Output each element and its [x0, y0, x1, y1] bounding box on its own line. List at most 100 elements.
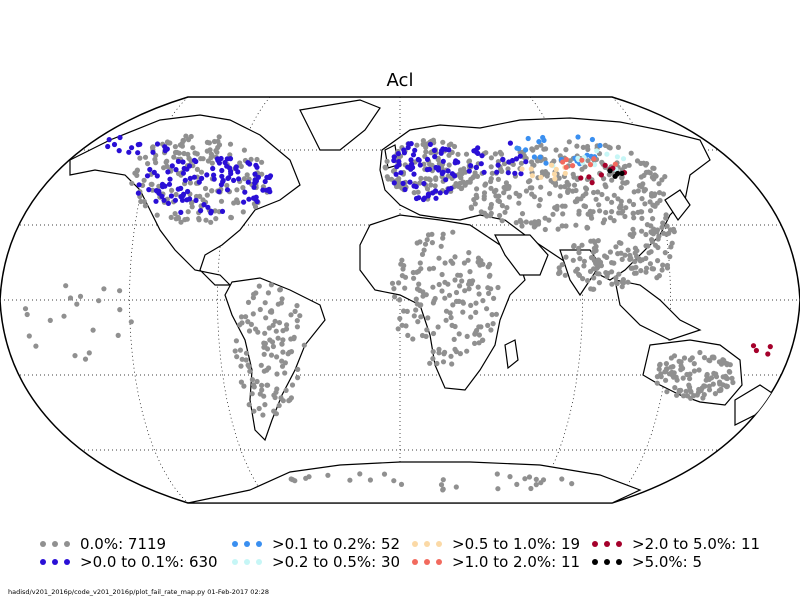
- station-marker: [262, 402, 268, 408]
- station-marker: [250, 311, 256, 317]
- station-marker: [201, 202, 207, 208]
- station-marker: [724, 383, 731, 389]
- station-marker: [650, 231, 657, 237]
- station-marker: [678, 359, 684, 365]
- station-marker: [555, 226, 561, 232]
- station-marker: [456, 183, 462, 189]
- station-marker: [233, 164, 239, 170]
- station-marker: [259, 382, 265, 388]
- station-marker: [660, 191, 667, 197]
- station-marker: [612, 173, 618, 179]
- station-marker: [422, 241, 429, 247]
- station-marker: [294, 318, 300, 324]
- station-marker: [587, 162, 594, 168]
- station-marker: [439, 170, 445, 177]
- station-marker: [712, 391, 719, 397]
- station-marker: [505, 170, 511, 176]
- station-marker: [609, 177, 615, 183]
- station-marker: [262, 330, 268, 336]
- station-marker: [570, 188, 576, 194]
- station-marker: [161, 197, 167, 203]
- station-marker: [426, 266, 433, 272]
- station-marker: [142, 154, 149, 160]
- station-marker: [618, 240, 624, 246]
- station-marker: [609, 281, 615, 287]
- station-marker: [656, 190, 663, 196]
- station-marker: [468, 314, 474, 320]
- station-marker: [466, 159, 472, 165]
- station-marker: [430, 300, 436, 306]
- station-marker: [499, 218, 505, 224]
- station-marker: [430, 265, 437, 271]
- station-marker: [253, 290, 259, 296]
- station-marker: [611, 260, 617, 266]
- station-marker: [291, 334, 297, 340]
- station-marker: [153, 198, 159, 204]
- station-marker: [241, 176, 247, 182]
- station-marker: [266, 174, 272, 180]
- station-marker: [254, 156, 260, 163]
- station-marker: [619, 170, 625, 176]
- station-marker: [440, 235, 446, 241]
- station-marker: [528, 220, 534, 226]
- station-marker: [585, 158, 591, 164]
- station-marker: [497, 212, 503, 219]
- station-marker: [571, 182, 578, 188]
- station-marker: [245, 160, 251, 166]
- station-marker: [145, 161, 151, 167]
- station-marker: [172, 149, 179, 156]
- station-marker: [268, 282, 274, 288]
- station-marker: [430, 349, 436, 355]
- station-marker: [428, 182, 434, 188]
- station-marker: [643, 231, 649, 238]
- station-marker: [149, 144, 156, 151]
- station-marker: [488, 155, 494, 161]
- station-marker: [282, 370, 288, 376]
- station-marker: [462, 288, 468, 294]
- station-marker: [211, 176, 217, 182]
- station-marker: [526, 474, 533, 480]
- station-marker: [645, 169, 652, 175]
- station-marker: [191, 174, 197, 180]
- station-marker: [460, 309, 466, 315]
- station-marker: [117, 307, 123, 313]
- station-marker: [602, 162, 608, 168]
- station-marker: [730, 379, 736, 386]
- station-marker: [512, 170, 518, 176]
- station-marker: [618, 202, 624, 208]
- station-marker: [467, 179, 473, 185]
- station-marker: [659, 177, 665, 183]
- station-marker: [415, 319, 421, 325]
- station-marker: [275, 335, 281, 341]
- station-marker: [575, 134, 581, 140]
- station-marker: [175, 214, 181, 220]
- station-marker: [659, 224, 665, 230]
- station-marker: [642, 187, 649, 193]
- station-markers: [22, 133, 773, 493]
- station-marker: [473, 164, 479, 171]
- station-marker: [436, 161, 442, 167]
- station-marker: [135, 190, 141, 196]
- station-marker: [570, 257, 576, 263]
- station-marker: [487, 205, 493, 211]
- station-marker: [606, 144, 612, 150]
- station-marker: [245, 299, 252, 305]
- station-marker: [440, 477, 446, 483]
- station-marker: [553, 182, 559, 188]
- station-marker: [517, 153, 523, 159]
- station-marker: [472, 170, 478, 176]
- station-marker: [426, 166, 433, 172]
- station-marker: [553, 166, 559, 172]
- station-marker: [456, 331, 462, 337]
- station-marker: [593, 243, 599, 250]
- station-marker: [489, 312, 495, 318]
- station-marker: [466, 250, 472, 256]
- station-marker: [63, 283, 69, 289]
- station-marker: [558, 184, 564, 190]
- station-marker: [22, 306, 29, 312]
- station-marker: [243, 350, 250, 356]
- station-marker: [117, 134, 123, 141]
- station-marker: [523, 188, 530, 194]
- station-marker: [584, 224, 590, 230]
- station-marker: [560, 211, 566, 217]
